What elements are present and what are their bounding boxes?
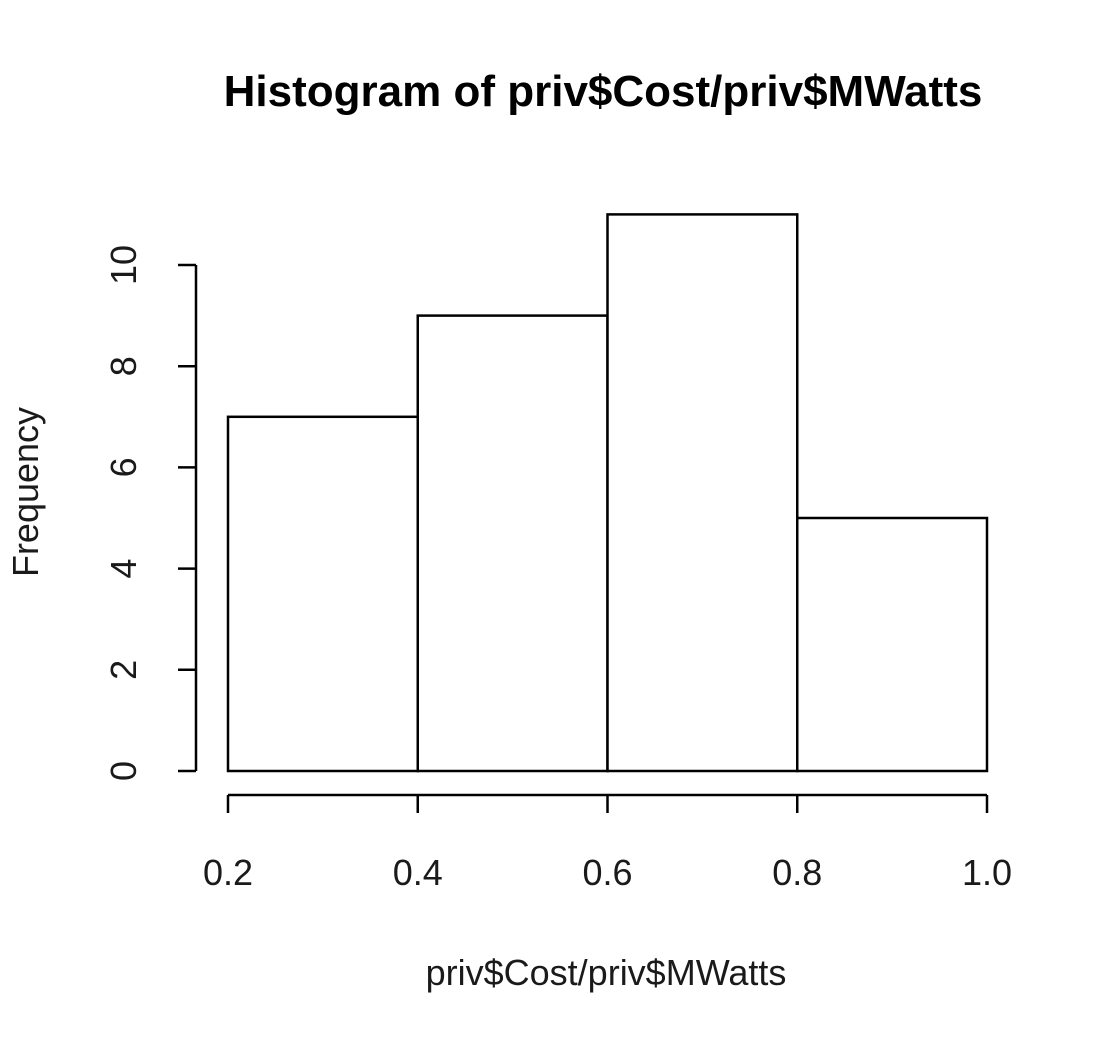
histogram-bar-2 bbox=[416, 314, 609, 773]
x-axis-ticks: 0.2 0.4 0.6 0.8 1.0 bbox=[203, 795, 1012, 893]
histogram-bar-1 bbox=[226, 415, 419, 773]
chart-title: Histogram of priv$Cost/priv$MWatts bbox=[224, 67, 983, 116]
y-tick-label-2: 2 bbox=[103, 660, 144, 680]
x-tick-label-0.8: 0.8 bbox=[772, 852, 822, 893]
histogram-bar-4 bbox=[796, 516, 989, 773]
x-tick-label-1.0: 1.0 bbox=[962, 852, 1012, 893]
x-axis-label: priv$Cost/priv$MWatts bbox=[426, 952, 787, 993]
y-axis-label: Frequency bbox=[5, 407, 46, 577]
y-tick-label-0: 0 bbox=[103, 761, 144, 781]
y-tick-label-8: 8 bbox=[103, 356, 144, 376]
y-tick-label-10: 10 bbox=[103, 245, 144, 285]
x-tick-label-0.6: 0.6 bbox=[582, 852, 632, 893]
y-axis-ticks: 0 2 4 6 8 10 bbox=[103, 245, 196, 781]
histogram-bar-3 bbox=[606, 213, 799, 773]
x-tick-label-0.4: 0.4 bbox=[393, 852, 443, 893]
bars-group bbox=[226, 213, 989, 773]
y-tick-label-6: 6 bbox=[103, 457, 144, 477]
x-tick-label-0.2: 0.2 bbox=[203, 852, 253, 893]
y-tick-label-4: 4 bbox=[103, 559, 144, 579]
